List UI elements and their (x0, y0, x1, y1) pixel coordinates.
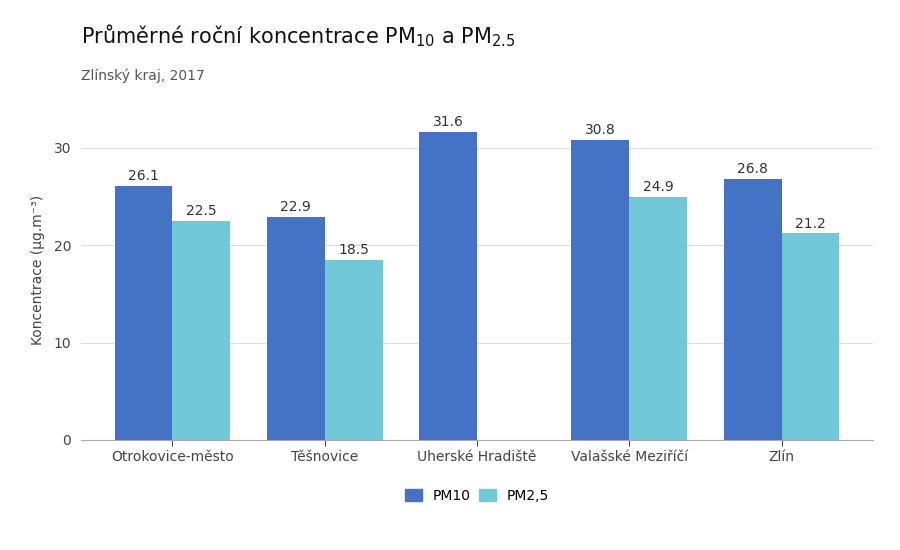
Bar (325, 260, 382, 440)
Bar (572, 140, 629, 440)
Bar (419, 132, 477, 440)
Legend: PM10, PM2,5: PM10, PM2,5 (400, 483, 554, 508)
Bar (781, 233, 840, 440)
Text: 22.5: 22.5 (186, 204, 217, 218)
Text: 31.6: 31.6 (433, 115, 464, 129)
Bar (173, 221, 230, 440)
Text: 26.1: 26.1 (128, 169, 159, 183)
Text: 24.9: 24.9 (643, 180, 673, 195)
Text: 18.5: 18.5 (338, 243, 369, 257)
Bar (266, 217, 325, 440)
Bar (629, 197, 688, 440)
Text: 22.9: 22.9 (281, 200, 311, 214)
Text: 21.2: 21.2 (796, 217, 826, 230)
Y-axis label: Koncentrace (μg.m⁻³): Koncentrace (μg.m⁻³) (32, 195, 45, 344)
Text: 26.8: 26.8 (737, 162, 768, 176)
Text: Zlínský kraj, 2017: Zlínský kraj, 2017 (81, 69, 205, 83)
Text: Průměrné roční koncentrace PM$_{10}$ a PM$_{2.5}$: Průměrné roční koncentrace PM$_{10}$ a P… (81, 22, 516, 48)
Text: 30.8: 30.8 (585, 123, 616, 137)
Bar (114, 186, 173, 440)
Bar (724, 179, 781, 440)
